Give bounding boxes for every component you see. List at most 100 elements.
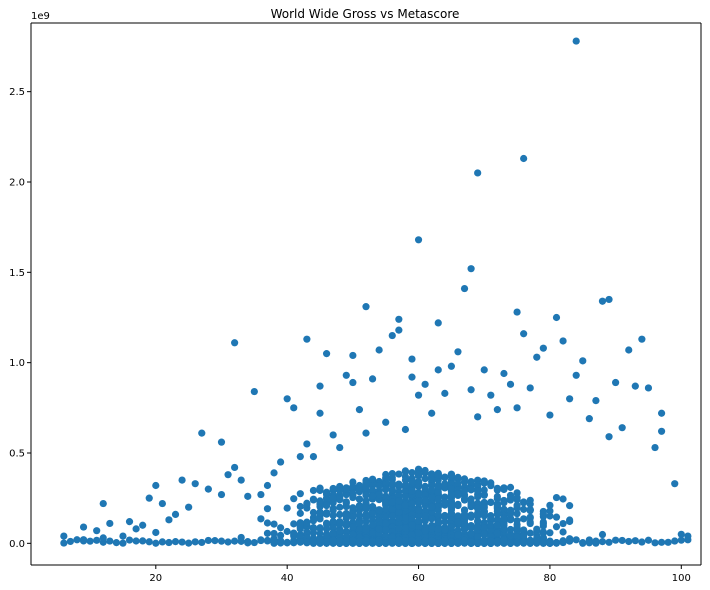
data-point-dense (441, 518, 449, 526)
data-point-dense (395, 524, 403, 532)
data-point (139, 521, 147, 529)
data-point-baseline (106, 537, 114, 545)
data-point-dense (263, 505, 272, 513)
data-point (99, 499, 107, 508)
data-point-dense (441, 498, 449, 506)
data-point-dense (500, 485, 508, 494)
data-point-dense (303, 500, 311, 508)
data-point-dense (349, 513, 357, 521)
data-point-dense (474, 509, 482, 517)
data-point-dense (506, 494, 515, 502)
data-point-dense (421, 466, 429, 475)
data-point-dense (270, 520, 278, 528)
data-point-baseline (638, 538, 646, 546)
data-point-dense (421, 491, 429, 499)
data-point-dense (533, 525, 541, 533)
data-point-dense (322, 525, 331, 533)
data-point (60, 532, 68, 540)
data-point-dense (428, 486, 436, 494)
data-point (257, 490, 265, 499)
data-point-dense (428, 515, 436, 523)
data-point-baseline (559, 537, 567, 545)
data-point (191, 480, 199, 488)
data-point-dense (322, 488, 331, 496)
data-point (388, 331, 396, 340)
data-point-dense (263, 529, 272, 537)
data-point-baseline (401, 537, 410, 545)
data-point-dense (454, 531, 462, 539)
data-point-dense (441, 493, 449, 501)
data-point-baseline (231, 537, 239, 545)
data-point-dense (480, 509, 488, 517)
data-point-dense (480, 490, 488, 498)
data-point (513, 404, 521, 412)
data-point-baseline (533, 536, 541, 545)
data-point-dense (395, 497, 403, 505)
data-point-baseline (598, 538, 607, 546)
data-point-baseline (60, 539, 68, 547)
data-point-dense (355, 495, 364, 503)
data-point-dense (349, 523, 357, 531)
data-point-dense (336, 495, 344, 503)
data-point-baseline (322, 538, 331, 546)
data-point-dense (309, 528, 318, 537)
data-point-dense (474, 499, 482, 507)
data-point-baseline (316, 536, 324, 544)
data-point (447, 362, 455, 370)
data-point-dense (520, 532, 528, 540)
data-point-dense (526, 519, 534, 528)
data-point (572, 371, 580, 379)
data-point-dense (355, 486, 364, 494)
data-point-dense (513, 524, 521, 532)
data-point-baseline (165, 538, 173, 547)
data-point (401, 425, 410, 434)
data-point-baseline (408, 536, 416, 545)
data-point (93, 527, 101, 535)
data-point-dense (303, 519, 311, 527)
data-point-baseline (506, 539, 515, 547)
data-point-baseline (198, 538, 206, 547)
data-point-dense (316, 497, 324, 505)
data-point-baseline (493, 537, 501, 545)
data-point-dense (467, 495, 475, 503)
data-point-baseline (250, 538, 258, 547)
data-point (244, 492, 252, 500)
data-point-baseline (66, 537, 75, 546)
data-point (506, 380, 515, 388)
data-point-dense (414, 479, 423, 487)
data-point-dense (382, 519, 390, 528)
data-point-dense (309, 523, 318, 532)
data-point-dense (355, 503, 364, 511)
data-point (428, 409, 436, 417)
data-point-dense (401, 492, 410, 501)
data-point-baseline (277, 537, 285, 545)
data-point-dense (480, 524, 488, 532)
data-point (342, 371, 350, 379)
y-tick-label: 1.0 (9, 358, 25, 369)
data-point-dense (421, 512, 429, 520)
data-point-dense (316, 515, 324, 523)
data-point (467, 265, 475, 273)
data-point (198, 429, 206, 437)
data-point (158, 499, 166, 508)
y-tick-label: 0.0 (9, 539, 25, 550)
data-point-baseline (270, 536, 278, 544)
data-point (178, 476, 186, 484)
data-point-baseline (244, 539, 252, 547)
data-point-dense (474, 504, 482, 512)
data-point-baseline (441, 537, 449, 545)
data-point-dense (434, 482, 442, 490)
data-point-dense (480, 504, 488, 512)
chart-title: World Wide Gross vs Metascore (271, 7, 460, 21)
data-point-dense (428, 525, 436, 533)
data-point-baseline (224, 538, 232, 546)
data-point-baseline (480, 537, 488, 545)
data-point-dense (408, 468, 416, 477)
data-point-dense (480, 530, 488, 538)
data-point-baseline (171, 538, 180, 546)
data-point (217, 490, 226, 499)
data-point-dense (414, 523, 423, 531)
data-point-dense (388, 512, 396, 520)
data-point (152, 528, 160, 537)
data-point-dense (500, 515, 508, 523)
